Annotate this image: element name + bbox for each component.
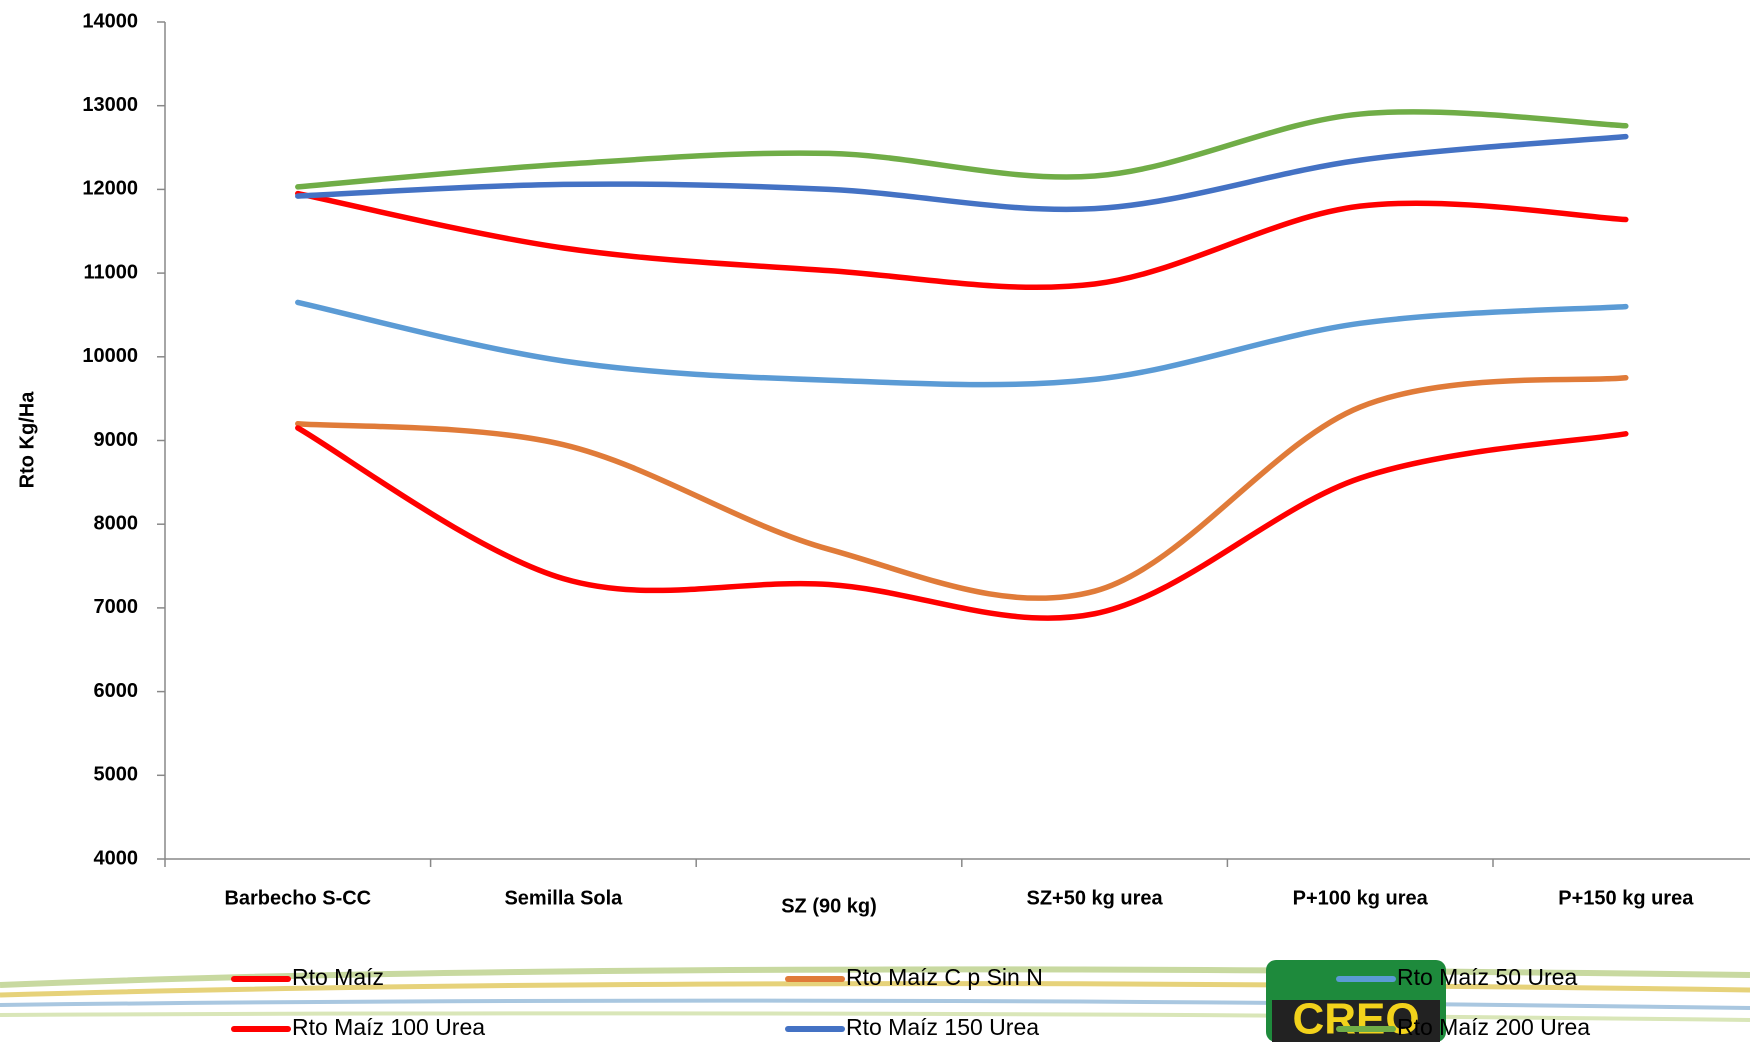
legend-label: Rto Maíz 100 Urea xyxy=(292,1014,485,1040)
y-tick-label: 14000 xyxy=(82,10,138,32)
y-tick-label: 13000 xyxy=(82,94,138,116)
x-tick-label: P+150 kg urea xyxy=(1558,887,1694,909)
y-tick-label: 6000 xyxy=(94,680,139,702)
y-tick-label: 4000 xyxy=(94,847,139,869)
y-tick-label: 9000 xyxy=(94,429,139,451)
logo: CREO xyxy=(1292,995,1419,1042)
x-tick-label: Semilla Sola xyxy=(504,887,623,909)
x-tick-label: P+100 kg urea xyxy=(1293,887,1429,909)
y-tick-label: 8000 xyxy=(94,512,139,534)
series-line xyxy=(295,374,1629,601)
x-tick-label: Barbecho S-CC xyxy=(224,887,371,909)
series-line xyxy=(295,133,1629,213)
decoration xyxy=(0,960,1750,1042)
legend-label: Rto Maíz 50 Urea xyxy=(1397,964,1577,990)
series-line xyxy=(295,299,1629,388)
x-tick-label: SZ (90 kg) xyxy=(781,895,877,917)
legend-label: Rto Maíz xyxy=(292,964,384,990)
y-tick-label: 12000 xyxy=(82,178,138,200)
y-tick-label: 11000 xyxy=(83,261,138,283)
series-line xyxy=(295,109,1629,190)
series-line xyxy=(295,425,1629,621)
x-tick-label: SZ+50 kg urea xyxy=(1027,887,1164,909)
y-tick-label: 7000 xyxy=(94,596,139,618)
y-tick-label: 5000 xyxy=(94,764,139,786)
legend-label: Rto Maíz C p Sin N xyxy=(846,964,1043,990)
y-tick-label: 10000 xyxy=(82,345,138,367)
series-line xyxy=(295,190,1629,291)
legend-label: Rto Maíz 150 Urea xyxy=(846,1014,1039,1040)
legend-label: Rto Maíz 200 Urea xyxy=(1397,1014,1590,1040)
y-axis-label: Rto Kg/Ha xyxy=(16,391,38,489)
